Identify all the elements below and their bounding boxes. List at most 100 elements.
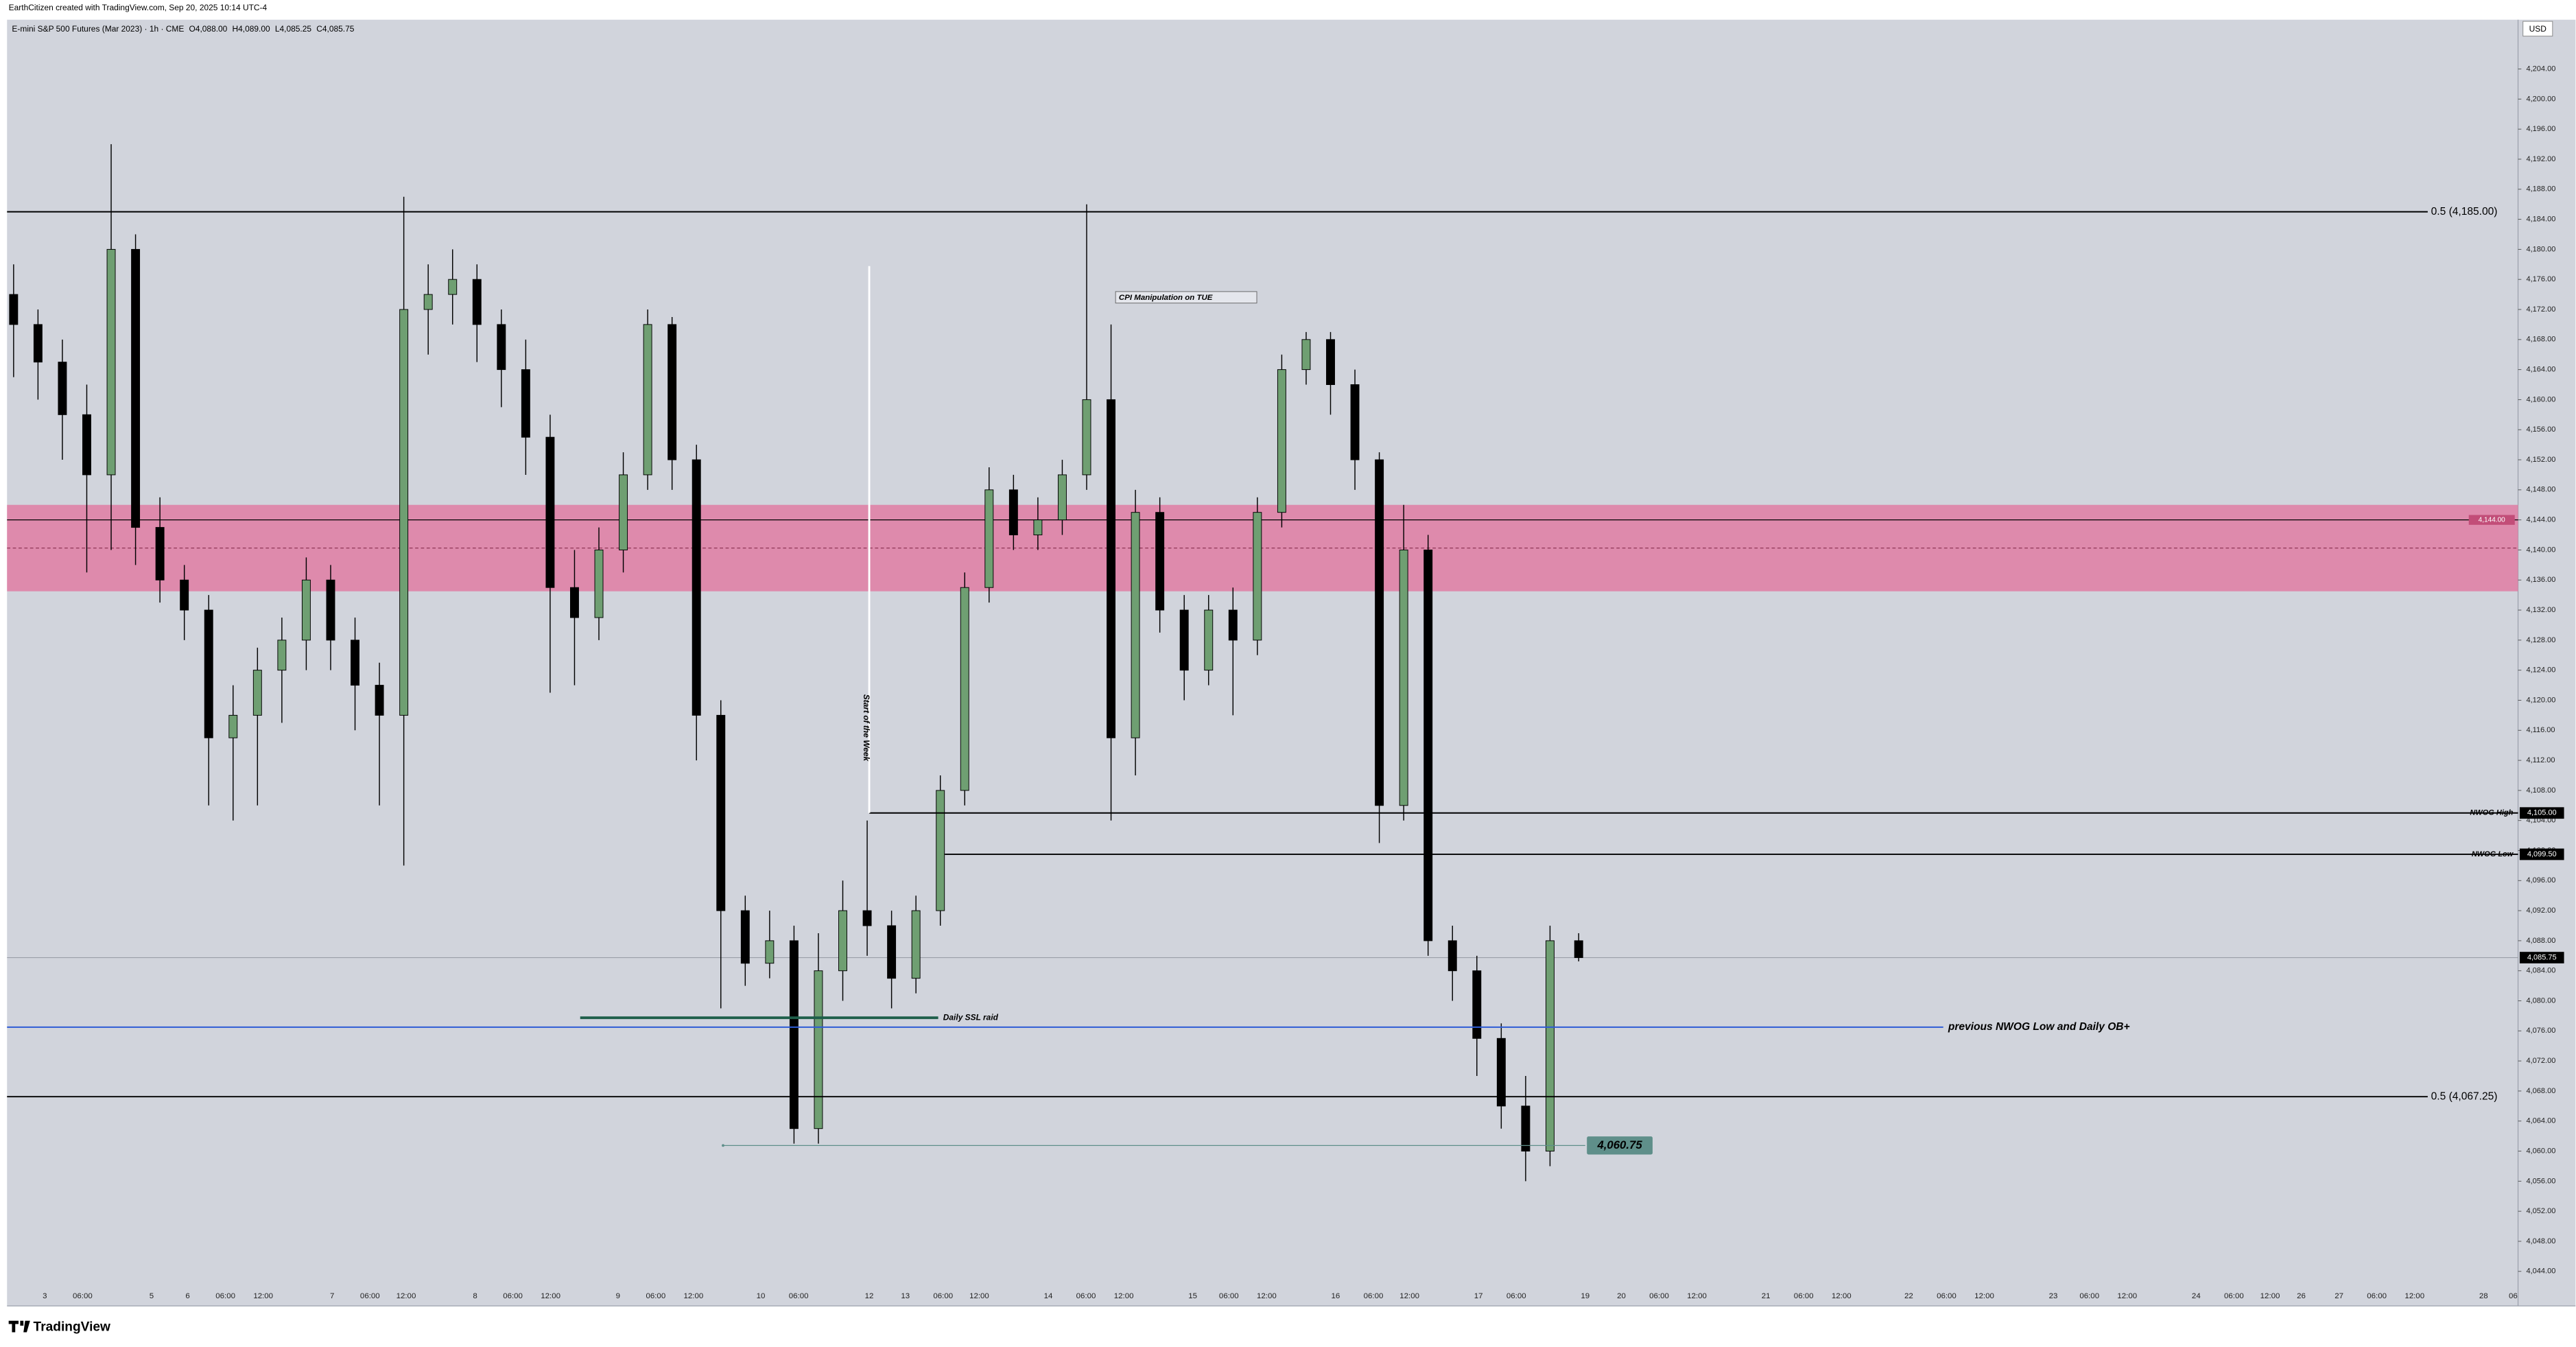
x-tick-label: 9: [616, 1292, 620, 1300]
level-label: 0.5 (4,067.25): [2431, 1090, 2498, 1102]
candle-body: [9, 294, 19, 325]
x-tick-label: 06:00: [1937, 1292, 1957, 1300]
note: CPI Manipulation on TUE: [1119, 294, 1213, 302]
candle-body: [1574, 940, 1583, 959]
y-tick-label: 4,108.00: [2527, 786, 2556, 795]
x-tick-label: 06:00: [1506, 1292, 1526, 1300]
logo: TradingView: [8, 1320, 111, 1334]
x-tick-label: 12:00: [1974, 1292, 1994, 1300]
y-tick-label: 4,088.00: [2527, 937, 2556, 945]
y-tick-label: 4,048.00: [2527, 1237, 2556, 1245]
y-tick-label: 4,164.00: [2527, 366, 2556, 374]
candle-body: [1033, 519, 1043, 536]
candle-body: [204, 609, 213, 738]
candle-body: [1204, 609, 1214, 671]
x-tick-label: 15: [1188, 1292, 1197, 1300]
candle-body: [1326, 339, 1335, 386]
y-tick-label: 4,176.00: [2527, 275, 2556, 283]
level-label: 0.5 (4,185.00): [2431, 206, 2498, 218]
x-tick-label: 06:00: [2224, 1292, 2244, 1300]
candle-body: [497, 324, 506, 371]
x-tick-label: 10: [757, 1292, 766, 1300]
candle-body: [1131, 512, 1140, 738]
price-tag: [2519, 952, 2564, 963]
level-label: NWOG Low: [2472, 850, 2514, 858]
note-box: [1115, 291, 1257, 304]
candle-body: [1253, 512, 1262, 641]
x-tick-label: 12:00: [541, 1292, 560, 1300]
level-box: [1587, 1136, 1653, 1155]
plot-area: [7, 19, 2518, 1307]
price-tag-label: 4,099.50: [2527, 850, 2557, 858]
candle-body: [1472, 970, 1482, 1039]
candle-body: [1521, 1105, 1531, 1152]
candle-body: [667, 324, 677, 460]
note: Start of the Week: [862, 694, 871, 762]
candle-body: [351, 640, 359, 686]
y-tick-label: 4,056.00: [2527, 1177, 2556, 1185]
candle-body: [252, 670, 262, 716]
candle-body: [1301, 339, 1311, 371]
ohlc-header: C4,085.75: [316, 24, 355, 34]
price-tag: [2519, 807, 2564, 819]
x-tick-label: 6: [185, 1292, 189, 1300]
candle-body: [155, 527, 165, 581]
candle-body: [1228, 609, 1238, 641]
currency-box[interactable]: [2522, 21, 2553, 37]
y-tick-label: 4,188.00: [2527, 185, 2556, 194]
x-tick-label: 06:00: [73, 1292, 93, 1300]
candle-body: [838, 910, 847, 972]
ohlc-header: H4,089.00: [233, 24, 271, 34]
y-tick-label: 4,172.00: [2527, 305, 2556, 314]
x-tick-label: 12:00: [1257, 1292, 1277, 1300]
candle-body: [887, 925, 897, 979]
candle-body: [1447, 940, 1457, 972]
logo-text: TradingView: [34, 1320, 111, 1334]
y-tick-label: 4,140.00: [2527, 546, 2556, 554]
x-tick-label: 12:00: [1832, 1292, 1852, 1300]
x-tick-label: 06:00: [1794, 1292, 1814, 1300]
candle-body: [82, 414, 91, 476]
candle-body: [1350, 384, 1360, 460]
y-tick-label: 4,096.00: [2527, 876, 2556, 885]
currency[interactable]: USD: [2529, 24, 2547, 34]
candle-body: [789, 940, 799, 1129]
y-tick-label: 4,136.00: [2527, 576, 2556, 584]
x-tick-label: 06:00: [360, 1292, 380, 1300]
candle-body: [740, 910, 750, 964]
x-tick-label: 21: [1762, 1292, 1771, 1300]
x-tick-label: 12:00: [969, 1292, 989, 1300]
candle-body: [277, 640, 287, 671]
x-tick-label: 12:00: [1114, 1292, 1134, 1300]
x-tick-label: 22: [1904, 1292, 1913, 1300]
x-tick-label: 26: [2297, 1292, 2306, 1300]
candle-body: [1082, 399, 1091, 476]
x-tick-label: 12:00: [397, 1292, 416, 1300]
candle-body: [1155, 512, 1165, 611]
ohlc-header: O4,088.00: [189, 24, 228, 34]
candle-body: [326, 579, 335, 641]
candle-body: [936, 790, 945, 911]
price-tag-label: 4,085.75: [2527, 953, 2557, 961]
y-tick-label: 4,072.00: [2527, 1057, 2556, 1065]
x-tick-label: 17: [1474, 1292, 1483, 1300]
candle-body: [1375, 459, 1384, 806]
candle-body: [692, 459, 701, 716]
level-label: 4,060.75: [1596, 1138, 1642, 1151]
y-tick-label: 4,160.00: [2527, 395, 2556, 403]
x-tick-label: 13: [901, 1292, 910, 1300]
candle-body: [1107, 399, 1116, 738]
x-tick-label: 12:00: [2117, 1292, 2137, 1300]
candle-body: [1496, 1038, 1506, 1107]
x-tick-label: 06:00: [2367, 1292, 2387, 1300]
y-tick-label: 4,064.00: [2527, 1117, 2556, 1125]
chart-title: E-mini S&P 500 Futures (Mar 2023) · 1h ·…: [12, 24, 184, 34]
x-tick-label: 06:00: [215, 1292, 235, 1300]
x-tick-label: 06: [2509, 1292, 2518, 1300]
y-tick-label: 4,076.00: [2527, 1027, 2556, 1035]
y-tick-label: 4,104.00: [2527, 817, 2556, 825]
x-tick-label: 14: [1044, 1292, 1053, 1300]
ohlc-header: L4,085.25: [275, 24, 312, 34]
y-tick-label: 4,196.00: [2527, 125, 2556, 133]
